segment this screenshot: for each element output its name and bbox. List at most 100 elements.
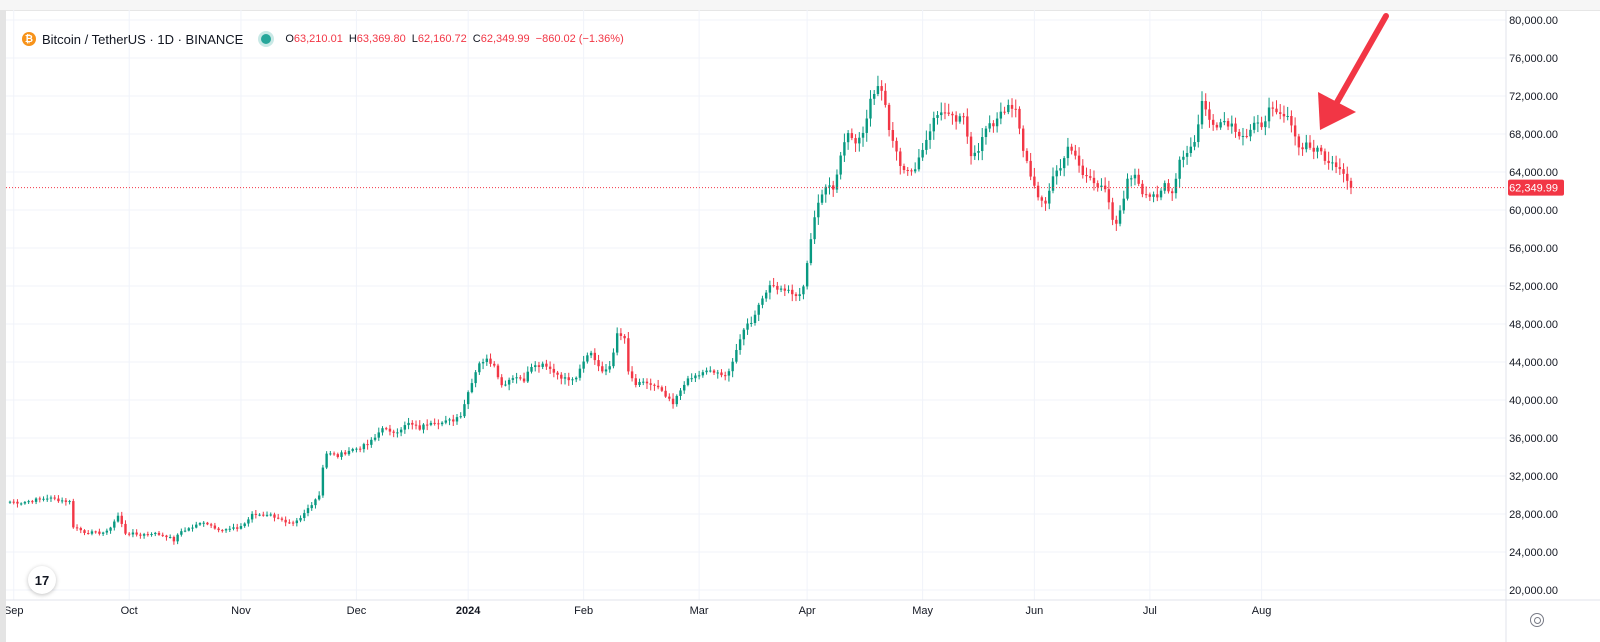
candle-body (604, 369, 608, 372)
candle-body (1111, 202, 1114, 220)
candle-body (1044, 200, 1047, 204)
chart-settings-icon[interactable] (1530, 613, 1544, 627)
candle-body (873, 93, 876, 99)
candle-body (42, 498, 45, 500)
tradingview-logo-icon[interactable]: 17 (28, 566, 56, 594)
candle-body (101, 532, 105, 534)
candle-body (779, 288, 783, 290)
candle-body (750, 322, 753, 324)
candle-body (623, 335, 626, 339)
candle-body (183, 530, 187, 532)
candle-body (1029, 160, 1032, 177)
candle-body (440, 422, 444, 425)
candle-body (545, 363, 548, 367)
candle-body (619, 333, 623, 336)
candle-body (1055, 170, 1058, 177)
candle-body (496, 365, 500, 378)
candle-body (515, 377, 518, 379)
market-status-icon[interactable] (261, 34, 272, 44)
candle-body (161, 534, 164, 536)
candle-body (336, 454, 339, 457)
candle-body (385, 428, 388, 430)
ohlc-readout: O63,210.01 H63,369.80 L62,160.72 C62,349… (285, 33, 624, 45)
candle-body (429, 422, 433, 425)
candle-body (787, 289, 790, 291)
candle-body (1152, 194, 1155, 197)
candle-body (969, 136, 973, 157)
candle-body (668, 396, 671, 399)
candle-body (265, 514, 269, 516)
candle-body (75, 527, 79, 529)
candle-body (1316, 147, 1319, 152)
candle-body (846, 133, 850, 143)
candle-body (180, 531, 183, 535)
candle-body (794, 294, 798, 297)
x-tick-label: Oct (121, 605, 138, 617)
candle-body (932, 117, 935, 132)
candle-body (984, 128, 988, 138)
candle-body (951, 113, 954, 116)
candle-body (522, 378, 526, 382)
candle-body (1245, 135, 1248, 137)
candle-body (191, 527, 194, 529)
candle-body (865, 118, 868, 133)
candle-body (254, 513, 258, 515)
candle-body (753, 314, 757, 323)
candle-body (1118, 210, 1122, 224)
candlestick-chart[interactable]: 80,000.00 76,000.00 72,000.00 68,000.00 64,0… (6, 10, 1600, 642)
candle-body (1290, 115, 1293, 126)
candle-body (303, 513, 306, 518)
candle-body (1141, 183, 1144, 195)
y-tick-label: 76,000.00 (1509, 53, 1558, 65)
candle-body (724, 375, 727, 377)
x-tick-label: May (912, 605, 933, 617)
candle-body (1204, 100, 1207, 110)
candle-body (593, 352, 597, 361)
candle-body (638, 381, 641, 385)
candle-body (1200, 100, 1204, 125)
symbol-title[interactable]: Bitcoin / TetherUS · 1D · BINANCE (42, 31, 244, 47)
candle-body (899, 151, 902, 166)
candle-body (377, 432, 380, 438)
candle-body (1234, 123, 1237, 132)
candle-body (481, 362, 485, 364)
candle-body (921, 149, 924, 158)
candle-body (362, 444, 366, 450)
candle-body (247, 519, 250, 524)
ohlc-open: 63,210.01 (293, 33, 343, 45)
candle-body (1148, 194, 1152, 197)
candle-body (455, 417, 459, 422)
candle-body (310, 505, 313, 509)
candle-body (1022, 128, 1025, 151)
candle-body (87, 533, 90, 535)
candle-body (735, 349, 738, 362)
candle-body (712, 370, 716, 373)
candle-body (388, 428, 392, 432)
candle-body (962, 116, 965, 118)
candle-body (187, 528, 190, 531)
candle-body (317, 495, 321, 500)
y-tick-label: 28,000.00 (1509, 509, 1558, 521)
candle-body (213, 525, 217, 529)
candle-body (250, 513, 254, 520)
candle-body (470, 383, 474, 393)
chart-frame[interactable]: 80,000.00 76,000.00 72,000.00 68,000.00 64,0… (0, 10, 1600, 642)
candle-body (1342, 169, 1345, 174)
candle-body (1185, 153, 1189, 157)
candle-body (913, 169, 917, 172)
candle-body (601, 366, 604, 372)
candle-body (1092, 177, 1096, 184)
candle-body (656, 385, 660, 388)
candle-body (701, 372, 705, 376)
x-tick-label: Dec (347, 605, 367, 617)
candle-body (262, 514, 265, 516)
candle-body (887, 104, 891, 130)
candle-body (977, 151, 980, 153)
candle-body (239, 526, 243, 529)
candle-body (1346, 173, 1349, 181)
candle-body (791, 289, 794, 295)
candle-body (1182, 156, 1185, 160)
bitcoin-icon: ₿ (22, 32, 36, 46)
candle-body (511, 378, 515, 380)
candle-body (128, 533, 131, 535)
